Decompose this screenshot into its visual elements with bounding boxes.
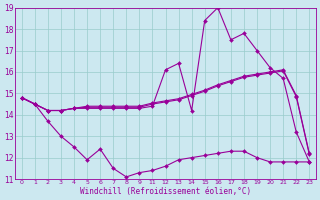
X-axis label: Windchill (Refroidissement éolien,°C): Windchill (Refroidissement éolien,°C) bbox=[80, 187, 251, 196]
